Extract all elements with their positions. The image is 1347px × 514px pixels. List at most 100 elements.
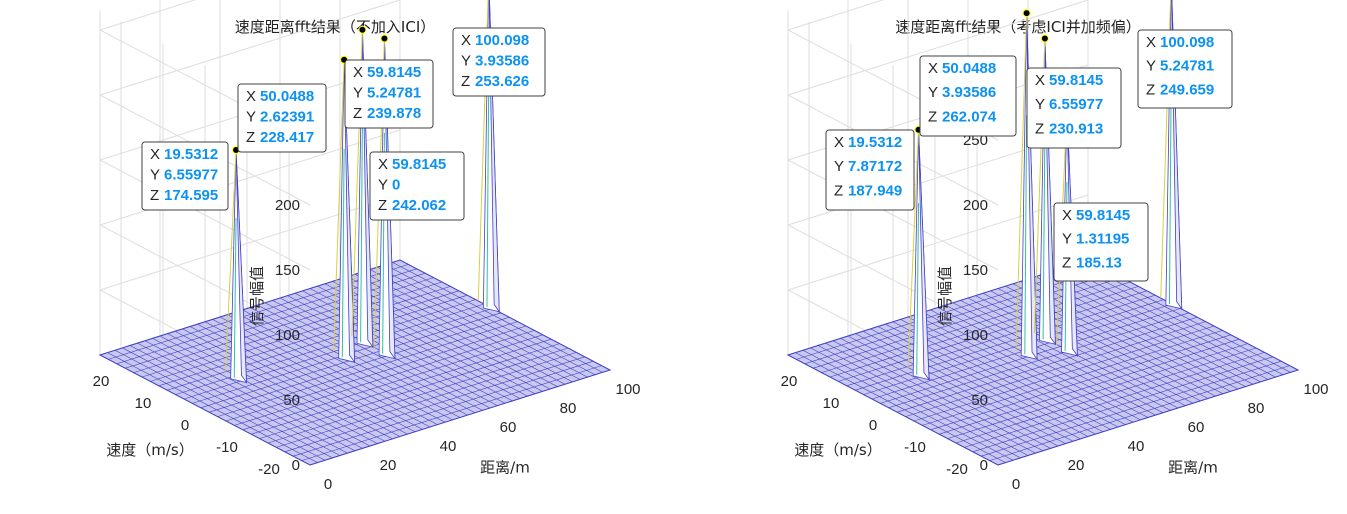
datatip-value: 3.93586 [475,53,529,70]
datatip-value: 19.5312 [164,146,218,163]
datatip-key: Y [353,85,363,102]
datatip-key: X [461,32,471,49]
surface-mesh-line [855,294,1156,391]
surface-mesh-line [392,262,603,373]
x-axis-label: 距离/m [480,459,530,477]
datatip-box [141,141,229,211]
surface-mesh-line [787,259,1089,356]
peak-edge [225,150,237,372]
datatip-key: X [246,88,256,105]
surface-mesh-line [982,292,1194,404]
datatip-value: 50.0488 [942,60,996,77]
z-axis-label: 信号幅值 [248,266,266,326]
x-tick-label: 60 [1188,419,1205,436]
datatip-box [237,83,327,153]
surface-mesh-line [905,321,1206,417]
chart-panel-1: 速度距离fft结果（不加入ICI）05010015020025002040608… [93,0,641,493]
peak-face [918,129,930,381]
surface-mesh-line [1020,281,1231,392]
datatip-key: Y [834,158,844,175]
x-tick-label: 80 [1248,400,1265,417]
peak-edge [486,75,490,307]
surface-mesh-line [897,316,1198,413]
y-tick-label: 0 [869,417,877,434]
datatip-key: Z [150,187,159,204]
surface-mesh-line [922,330,1223,426]
z-tick-label: 0 [292,457,300,474]
surface-mesh-line [825,342,1036,454]
x-tick-label: 100 [615,381,640,398]
surface-mesh-line [855,333,1066,444]
surface-mesh-line [158,290,459,387]
datatip-key: X [378,156,388,173]
datatip-value: 100.098 [1160,34,1214,51]
surface-mesh-line [167,333,378,444]
datatip-marker [1040,34,1049,43]
z-tick-label: 50 [283,392,300,409]
surface-mesh-line [284,356,585,453]
surface-mesh-line [939,338,1240,435]
peak-edge [333,59,345,352]
surface-mesh-line [302,290,513,402]
peak-edge [916,203,920,375]
datatip-value: 253.626 [475,73,529,90]
surface-mesh-line [114,349,326,461]
peak-edge [360,123,363,343]
datatip-value: 187.949 [848,182,902,199]
datatip-value: 185.13 [1076,254,1122,271]
surface-mesh-line [225,325,527,422]
surface-mesh-line [795,352,1006,463]
x-tick-label: 60 [500,419,517,436]
datatip-value: 7.87172 [848,158,902,175]
surface-mesh-line [399,259,611,371]
surface-mesh-line [174,330,386,442]
surface-mesh-line [1065,266,1276,378]
surface-mesh-line [960,300,1171,411]
peak-edge [1024,115,1028,355]
surface-mesh-line [829,281,1131,378]
surface-mesh-line [242,309,453,421]
surface-mesh-line [955,347,1257,444]
surface-mesh-line [189,326,401,437]
y-tick-label: -10 [216,439,238,456]
surface-mesh-line [787,354,999,466]
datatip-box [825,129,915,211]
y-tick-label: 10 [135,395,152,412]
surface-mesh-line [810,347,1021,459]
surface-mesh-line [129,345,341,456]
surface-mesh-line [972,356,1273,453]
datatip-value: 6.55977 [1049,96,1103,113]
datatip-key: Y [928,84,938,101]
peak-edge [1042,128,1046,340]
datatip-box [452,27,546,97]
datatip-key: Y [246,109,256,126]
surface-mesh-line [947,343,1248,439]
surface-mesh-line [99,354,311,466]
z-tick-label: 200 [963,197,988,214]
datatip-value: 228.417 [260,129,314,146]
datatip-value: 5.24781 [1160,58,1214,75]
surface-mesh-line [964,352,1265,448]
surface-mesh-line [907,316,1119,428]
datatip-value: 174.595 [164,187,218,204]
surface-mesh-line [832,340,1044,452]
datatip-key: Z [461,73,470,90]
surface-mesh-line [167,294,468,391]
surface-mesh-line [989,365,1290,461]
datatip-key: Y [1035,96,1045,113]
datatip-key: X [1146,34,1156,51]
surface-mesh-line [144,340,356,452]
surface-mesh-line [846,290,1147,387]
y-tick-label: 10 [823,395,840,412]
surface-mesh-line [377,266,588,378]
x-tick-label: 0 [1012,476,1020,493]
surface-mesh-line [122,347,333,459]
datatip-value: 0 [392,177,400,194]
